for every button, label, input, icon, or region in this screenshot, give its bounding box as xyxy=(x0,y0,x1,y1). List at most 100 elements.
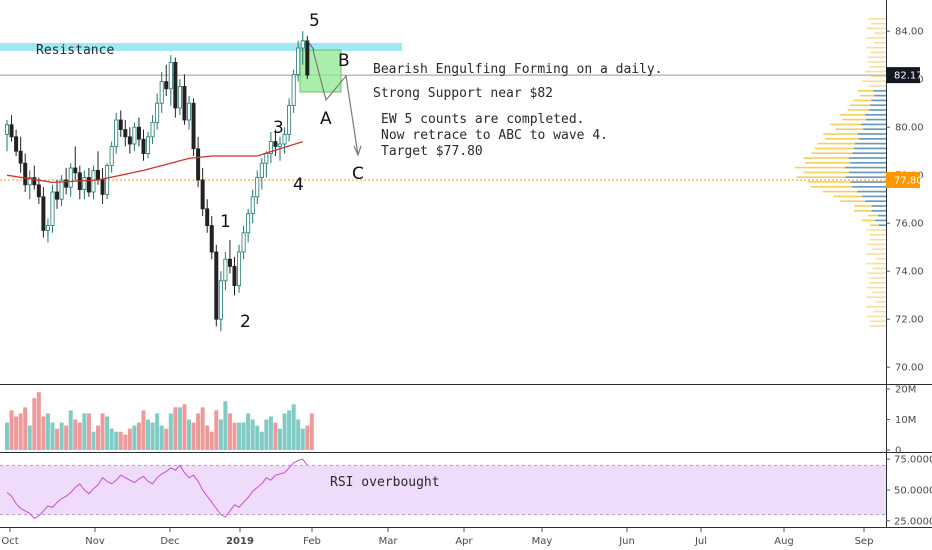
resistance-zone[interactable] xyxy=(0,43,402,51)
candle-body xyxy=(277,143,282,147)
volume-profile-bar xyxy=(869,282,886,284)
volume-bar xyxy=(127,428,132,450)
candle-body xyxy=(227,258,232,267)
candle-body xyxy=(91,169,96,193)
volume-bar xyxy=(73,419,78,450)
candle-body xyxy=(205,208,210,227)
volume-bar xyxy=(23,407,28,450)
volume-profile-bar-up xyxy=(878,224,886,226)
volume-bar xyxy=(278,428,282,450)
volume-profile-bar-up xyxy=(852,152,886,154)
price-tick-label: 70.00 xyxy=(895,363,924,374)
volume-bar xyxy=(86,413,91,450)
volume-profile-bar-up xyxy=(853,147,886,150)
volume-bar xyxy=(237,422,242,450)
volume-bar xyxy=(109,428,114,450)
volume-profile-bar xyxy=(872,248,886,250)
volume-bar xyxy=(27,425,32,450)
volume-profile-bar xyxy=(870,51,886,54)
volume-profile-bar xyxy=(868,234,886,236)
candle-body xyxy=(109,145,114,166)
rsi-tick-label: 75.0000 xyxy=(894,455,932,466)
volume-profile-bar xyxy=(874,42,886,44)
candle-body xyxy=(255,177,260,198)
time-tick-label: Aug xyxy=(774,536,794,547)
time-tick-label: Dec xyxy=(160,536,179,547)
volume-bar xyxy=(150,422,155,450)
volume-profile-bar xyxy=(854,205,886,207)
candle-body xyxy=(196,148,201,181)
support-note: Strong Support near $82 xyxy=(373,86,553,101)
candle-body xyxy=(191,102,196,150)
volume-profile-bar-up xyxy=(874,94,886,97)
ew-note-line-1: EW 5 counts are completed. xyxy=(381,112,585,127)
candle-body xyxy=(73,167,78,174)
volume-bar xyxy=(45,413,50,450)
volume-bar xyxy=(123,434,128,450)
volume-bar xyxy=(59,422,64,450)
volume-profile-bar-up xyxy=(845,176,886,178)
volume-bar xyxy=(50,422,55,450)
wave-label-b: B xyxy=(338,51,350,71)
candle-body xyxy=(177,86,182,109)
volume-profile-bar xyxy=(874,32,886,34)
volume-profile-bar xyxy=(866,27,886,30)
volume-profile-bar xyxy=(868,85,886,87)
volume-tick-label: 20M xyxy=(895,385,916,396)
volume-bar xyxy=(218,419,223,450)
volume-profile-bar xyxy=(867,243,886,246)
volume-profile-bar xyxy=(850,104,886,106)
volume-bar xyxy=(227,413,232,450)
time-tick-label: Apr xyxy=(455,536,473,547)
volume-bar xyxy=(41,416,46,450)
volume-profile-bar xyxy=(861,219,886,222)
volume-bar xyxy=(132,425,137,450)
volume-profile-bar xyxy=(867,315,886,318)
volume-profile-bar-up xyxy=(858,138,886,140)
price-tick-label: 74.00 xyxy=(895,267,924,278)
rsi-tick-label: 50.0000 xyxy=(894,486,932,497)
volume-bar xyxy=(209,431,214,450)
volume-bar xyxy=(146,419,151,450)
volume-bar xyxy=(200,407,205,450)
volume-profile-bar xyxy=(865,37,886,39)
volume-profile-bar xyxy=(811,186,886,188)
volume-profile-bar xyxy=(866,306,886,308)
volume-bar xyxy=(173,407,178,450)
candle-body xyxy=(68,167,73,188)
candle-body xyxy=(9,124,14,138)
volume-profile-bar-up xyxy=(860,123,886,126)
volume-profile-bar xyxy=(825,138,886,140)
candle-body xyxy=(118,119,123,130)
candle-body xyxy=(209,225,214,253)
wave-label-2: 2 xyxy=(240,312,251,332)
volume-bar xyxy=(273,422,278,450)
volume-profile-bar xyxy=(866,229,886,231)
candle-body xyxy=(96,169,101,181)
volume-bar xyxy=(255,425,260,450)
abc-projection-path[interactable] xyxy=(312,49,359,156)
volume-profile-bar xyxy=(839,114,886,116)
candle-body xyxy=(159,81,164,104)
volume-profile-bar xyxy=(875,258,886,260)
candle-body xyxy=(64,179,69,188)
volume-profile-bar xyxy=(869,325,886,327)
candle-body xyxy=(259,162,264,178)
volume-bar xyxy=(68,410,73,450)
candle-body xyxy=(23,162,28,186)
volume-bars: 20M 10M 075.0000 50.0000 25.0000 xyxy=(5,385,932,527)
volume-bar xyxy=(246,413,251,450)
wave-label-c: C xyxy=(352,164,364,184)
volume-bar xyxy=(305,425,310,450)
candle-body xyxy=(291,74,296,107)
candle-body xyxy=(146,136,151,155)
volume-tick-label: 10M xyxy=(895,415,916,426)
volume-profile-bar xyxy=(871,75,886,78)
volume-profile xyxy=(795,18,886,327)
candle-body xyxy=(100,179,105,195)
volume-profile-bar-up xyxy=(845,166,886,169)
volume-profile-bar xyxy=(814,147,886,150)
current-price-badge: 82.17 xyxy=(886,67,923,84)
volume-bar xyxy=(55,428,60,450)
